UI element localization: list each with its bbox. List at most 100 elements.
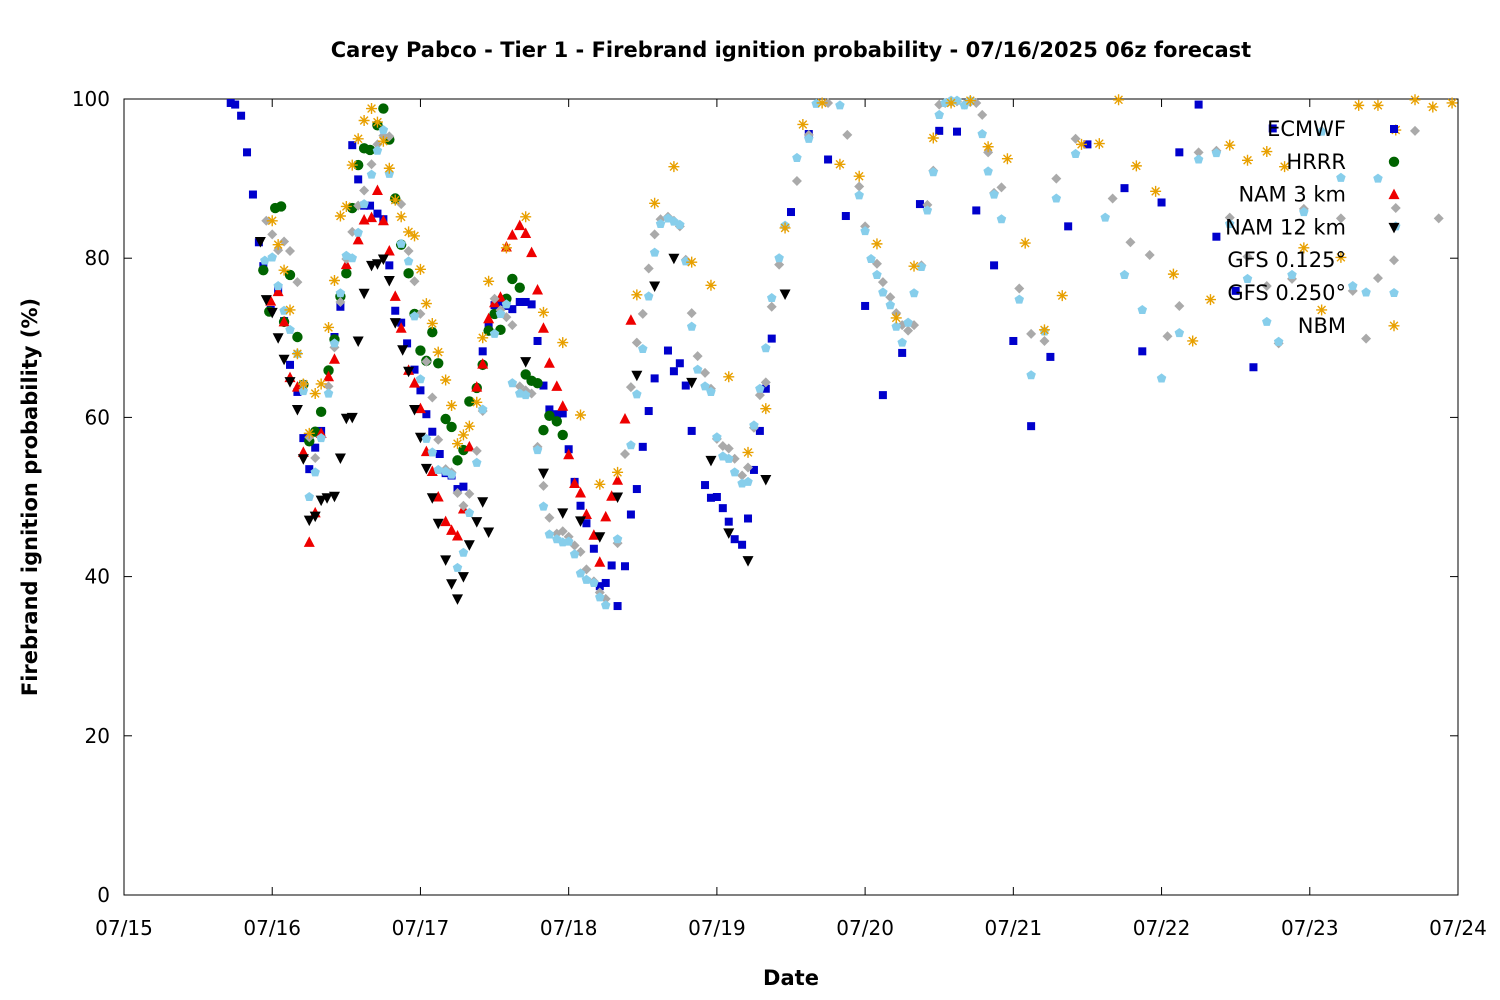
data-point (1299, 207, 1309, 217)
data-point (1409, 94, 1421, 106)
data-point (291, 404, 303, 416)
data-point (607, 561, 616, 570)
data-point (760, 377, 771, 388)
legend: ECMWF HRRR NAM 3 km NAM 12 km GFS 0.125° GFS … (1225, 117, 1400, 338)
data-point (953, 127, 962, 136)
data-point (278, 354, 290, 366)
data-point (903, 317, 913, 327)
data-point (364, 144, 376, 156)
data-point (792, 152, 802, 162)
data-point (927, 132, 939, 144)
data-point (403, 268, 414, 279)
data-point (712, 493, 721, 501)
data-point (1026, 370, 1036, 380)
data-point (478, 347, 487, 356)
data-point (507, 378, 518, 388)
data-point (303, 427, 315, 439)
data-point (459, 482, 468, 491)
data-point (323, 370, 335, 382)
data-point (737, 470, 748, 481)
data-point (414, 263, 426, 275)
data-point (557, 429, 568, 441)
data-point (643, 263, 654, 274)
data-point (377, 135, 389, 147)
data-point (723, 528, 735, 539)
data-point (384, 131, 395, 142)
y-tick-label: 100 (72, 87, 110, 111)
data-point (346, 412, 358, 424)
data-point (1113, 94, 1125, 106)
data-point (1193, 154, 1204, 164)
data-point (477, 404, 488, 414)
data-point (681, 381, 690, 390)
data-point (272, 239, 284, 251)
data-point (744, 514, 753, 523)
data-point (594, 556, 606, 567)
data-point (1262, 316, 1272, 326)
data-point (613, 602, 622, 611)
data-point (816, 97, 828, 109)
data-point (1144, 250, 1155, 261)
data-point (701, 481, 710, 490)
data-point (575, 487, 587, 498)
data-point (589, 544, 598, 553)
data-point (352, 233, 364, 245)
data-point (372, 145, 383, 155)
data-point (258, 264, 269, 276)
legend-label: ECMWF (1267, 117, 1346, 141)
data-point (422, 410, 431, 419)
data-point (842, 129, 853, 140)
data-point (996, 214, 1007, 224)
data-point (767, 334, 776, 343)
data-point (520, 357, 532, 368)
data-point (284, 377, 296, 388)
data-point (409, 276, 420, 287)
data-point (483, 312, 495, 324)
data-point (594, 532, 606, 543)
data-point (1093, 138, 1105, 150)
data-point (315, 406, 327, 418)
data-point (1119, 269, 1130, 279)
data-point (464, 396, 475, 407)
data-point (834, 158, 846, 170)
data-point (275, 201, 287, 212)
data-point (686, 256, 698, 268)
y-tick-label: 20 (85, 724, 110, 748)
data-point (631, 370, 643, 382)
data-point (649, 281, 661, 293)
data-point (231, 100, 240, 109)
data-point (515, 297, 524, 306)
data-point (315, 378, 327, 390)
data-point (426, 465, 438, 477)
data-point (272, 285, 284, 297)
data-point (1273, 336, 1284, 346)
data-point (452, 562, 463, 572)
data-point (409, 377, 421, 388)
data-point (432, 518, 444, 530)
data-point (637, 308, 648, 319)
data-point (675, 219, 685, 229)
data-point (787, 208, 795, 217)
data-point (1433, 213, 1444, 224)
data-point (471, 381, 483, 392)
x-tick-label: 07/24 (1429, 916, 1487, 940)
data-point (854, 181, 865, 192)
data-point (1361, 287, 1371, 297)
data-point (600, 510, 612, 522)
data-point (1242, 273, 1253, 283)
data-point (545, 405, 554, 414)
data-point (378, 125, 389, 135)
data-point (766, 301, 777, 312)
data-point (464, 507, 475, 517)
data-point (977, 109, 988, 120)
data-point (1335, 251, 1347, 263)
data-point (631, 337, 642, 348)
data-point (508, 305, 517, 314)
data-point (935, 126, 944, 135)
data-point (606, 490, 618, 501)
data-point (544, 512, 555, 523)
data-point (409, 404, 421, 416)
data-point (309, 388, 321, 400)
x-tick-label: 07/19 (688, 916, 746, 940)
data-point (432, 346, 444, 358)
